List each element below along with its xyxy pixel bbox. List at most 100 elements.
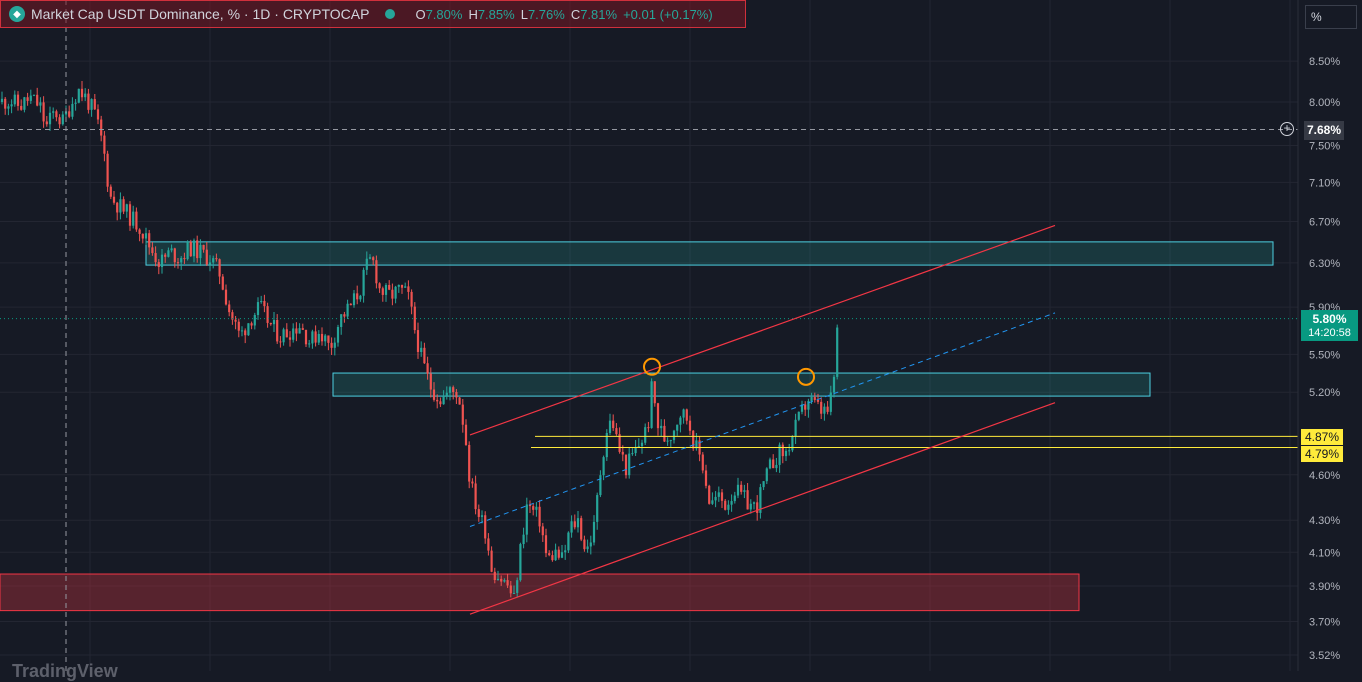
candle-body — [276, 319, 279, 342]
symbol-title[interactable]: Market Cap USDT Dominance, % · 1D · CRYP… — [31, 6, 370, 22]
hline-label-lower: 4.79% — [1301, 446, 1343, 462]
candle-body — [464, 424, 468, 445]
candle-body — [480, 515, 484, 517]
close-value: 7.81% — [580, 6, 618, 22]
candle-body — [10, 104, 13, 107]
candle-body — [391, 289, 394, 299]
unit-selector[interactable]: % — [1305, 5, 1357, 29]
price-axis: 8.50%8.00%7.50%7.10%6.70%6.30%5.90%5.50%… — [1297, 0, 1340, 671]
candle-body — [644, 427, 647, 443]
open-label: O — [415, 6, 426, 22]
candle-body — [775, 464, 778, 469]
candle-body — [29, 95, 32, 101]
candle-body — [279, 341, 282, 343]
candle-body — [90, 99, 93, 110]
candle-body — [535, 506, 538, 510]
candle-body — [244, 330, 247, 336]
candle-body — [196, 240, 199, 259]
candle-body — [429, 373, 432, 390]
last-price-value: 5.80% — [1312, 312, 1347, 326]
candle-body — [93, 99, 96, 110]
candle-body — [519, 544, 522, 581]
candle-body — [330, 342, 333, 348]
candle-body — [672, 430, 676, 441]
candle-body — [23, 97, 26, 110]
candle-body — [592, 521, 596, 543]
candle-body — [186, 241, 189, 260]
candle-body — [621, 451, 624, 455]
high-label: H — [468, 6, 478, 22]
candle-body — [634, 446, 637, 454]
candle-body — [138, 229, 141, 234]
candle-body — [119, 199, 122, 213]
candle-body — [112, 196, 116, 203]
candle-body — [676, 424, 679, 431]
price-tick-label: 4.60% — [1309, 470, 1340, 482]
candle-body — [768, 459, 772, 469]
candle-body — [378, 283, 381, 289]
candle-body — [500, 578, 503, 582]
candle-body — [682, 409, 685, 418]
candle-body — [544, 535, 548, 554]
candle-body — [413, 306, 416, 331]
resistance-zone — [145, 241, 1274, 266]
bar-countdown: 14:20:58 — [1308, 327, 1351, 339]
market-status-icon[interactable] — [385, 9, 396, 19]
candle-body — [282, 329, 285, 343]
candle-body — [650, 381, 653, 428]
candle-body — [327, 335, 330, 343]
channel-upper-line — [469, 224, 1056, 436]
price-tick-label: 7.50% — [1309, 140, 1340, 152]
candle-body — [311, 331, 314, 344]
candle-body — [362, 269, 365, 296]
candle-body — [608, 420, 612, 433]
candle-body — [573, 521, 576, 528]
candle-body — [202, 244, 205, 250]
candle-body — [394, 286, 397, 299]
candle-body — [20, 105, 23, 110]
candle-body — [832, 376, 836, 393]
crosshair-price-label: 7.68% — [1304, 121, 1344, 140]
price-tick-label: 3.90% — [1309, 581, 1340, 593]
candle-body — [400, 284, 404, 288]
candle-body — [647, 427, 650, 429]
candle-body — [215, 258, 218, 260]
candle-body — [125, 204, 128, 212]
candle-body — [39, 102, 42, 106]
candle-body — [87, 93, 90, 110]
candle-body — [493, 571, 496, 581]
candle-body — [320, 333, 324, 342]
add-alert-icon[interactable]: + — [1280, 122, 1294, 136]
candle-body — [797, 411, 800, 420]
candle-body — [794, 419, 797, 437]
candle-body — [788, 450, 791, 452]
candle-body — [295, 328, 298, 334]
low-value: 7.76% — [527, 6, 565, 22]
candle-body — [791, 436, 794, 451]
candle-body — [410, 291, 413, 307]
candle-body — [820, 401, 823, 414]
candle-body — [618, 434, 621, 452]
candle-body — [416, 330, 420, 352]
touch-marker — [797, 367, 815, 386]
channel-mid-line — [469, 312, 1056, 527]
hline-label-upper: 4.87% — [1301, 429, 1343, 445]
candle-body — [455, 392, 458, 398]
candle-body — [247, 323, 250, 336]
candle-body — [823, 406, 826, 414]
candle-body — [148, 233, 151, 248]
candle-body — [266, 306, 269, 323]
candle-body — [234, 319, 237, 322]
candle-body — [349, 303, 352, 306]
candle-body — [352, 293, 356, 306]
candle-body — [765, 468, 768, 482]
candle-body — [135, 211, 138, 230]
candle-body — [557, 549, 560, 558]
candle-body — [612, 420, 615, 429]
candle-body — [256, 302, 260, 316]
candle-body — [224, 289, 228, 305]
candle-body — [605, 432, 608, 458]
candle-body — [324, 335, 327, 342]
price-tick-label: 3.52% — [1309, 650, 1340, 662]
